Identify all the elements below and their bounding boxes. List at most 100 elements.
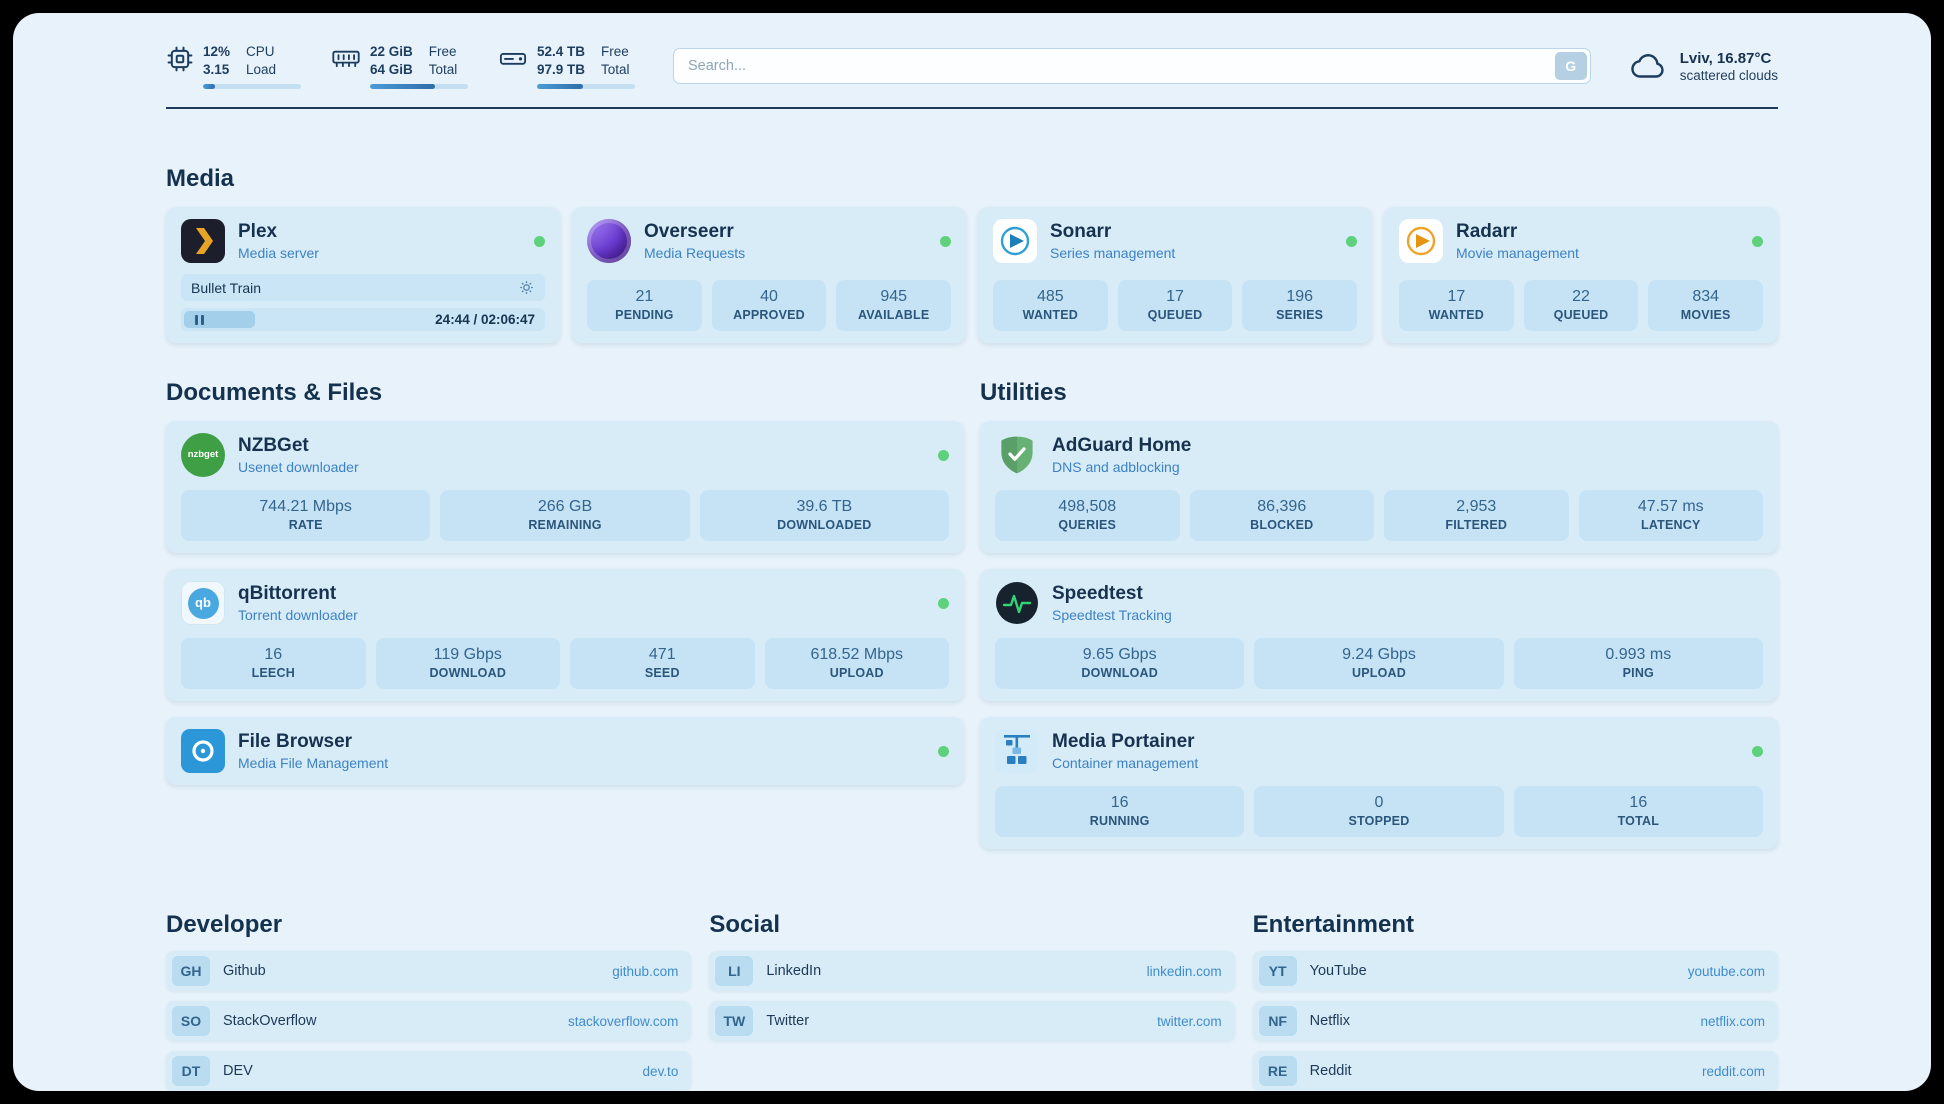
portainer-icon xyxy=(995,729,1039,774)
sonarr-card-header: Sonarr Series management xyxy=(993,219,1357,264)
youtube-abbr-icon: YT xyxy=(1258,956,1297,987)
adguard-icon xyxy=(995,433,1039,477)
status-dot xyxy=(940,235,951,247)
nzbget-card-header: nzbget NZBGet Usenet downloader xyxy=(181,433,949,478)
cpu-icon xyxy=(166,45,194,73)
stat-wanted: 17 WANTED xyxy=(1399,280,1514,332)
storage-progress-fill xyxy=(537,84,584,90)
link-youtube[interactable]: YT YouTube youtube.com xyxy=(1252,951,1778,992)
link-url: stackoverflow.com xyxy=(568,1013,679,1029)
section-social: Social LI LinkedIn linkedin.com TW Twitt… xyxy=(709,911,1235,1042)
entertainment-heading: Entertainment xyxy=(1252,911,1415,939)
section-developer: Developer GH Github github.com SO StackO… xyxy=(166,911,692,1091)
weather-text: Lviv, 16.87°C scattered clouds xyxy=(1680,50,1778,83)
sonarr-meta: Sonarr Series management xyxy=(1050,221,1175,261)
gear-icon[interactable] xyxy=(518,279,535,296)
developer-heading: Developer xyxy=(166,911,283,939)
stat-available: 945 AVAILABLE xyxy=(836,280,952,332)
plex-card[interactable]: Plex Media server Bullet Train 24:44 / 0 xyxy=(166,207,560,344)
weather-condition: scattered clouds xyxy=(1679,67,1778,83)
cpu-readout: 12% 3.15 CPU Load xyxy=(203,43,301,90)
qbittorrent-stats: 16 LEECH 119 Gbps DOWNLOAD 471 SEED 61 xyxy=(181,625,949,690)
link-dev[interactable]: DT DEV dev.to xyxy=(166,1051,692,1091)
sonarr-card[interactable]: Sonarr Series management 485 WANTED 17 Q… xyxy=(978,207,1372,344)
storage-progress-bar xyxy=(537,84,635,90)
app-name: qBittorrent xyxy=(238,583,337,605)
search-engine-button[interactable]: G xyxy=(1554,52,1587,81)
filebrowser-meta: File Browser Media File Management xyxy=(238,731,388,771)
stat-download: 119 Gbps DOWNLOAD xyxy=(375,638,560,690)
link-stackoverflow[interactable]: SO StackOverflow stackoverflow.com xyxy=(166,1001,692,1042)
media-heading: Media xyxy=(166,165,235,193)
playback-progress-fill xyxy=(184,311,255,329)
dev-abbr-icon: DT xyxy=(172,1056,210,1087)
sonarr-stats: 485 WANTED 17 QUEUED 196 SERIES xyxy=(993,267,1358,332)
link-twitter[interactable]: TW Twitter twitter.com xyxy=(709,1001,1235,1042)
status-dot xyxy=(534,235,545,247)
link-name: StackOverflow xyxy=(223,1013,317,1030)
qbittorrent-card[interactable]: qb qBittorrent Torrent downloader 16 LEE… xyxy=(166,569,964,702)
cpu-load-value: 3.15 xyxy=(203,61,230,77)
storage-free-value: 52.4 TB xyxy=(537,44,586,59)
portainer-stats: 16 RUNNING 0 STOPPED 16 TOTAL xyxy=(995,773,1763,838)
link-url: dev.to xyxy=(642,1063,679,1079)
speedtest-card[interactable]: Speedtest Speedtest Tracking 9.65 Gbps D… xyxy=(980,569,1778,702)
stat-queries: 498,508 QUERIES xyxy=(995,490,1180,542)
memory-total-value: 64 GiB xyxy=(370,61,413,77)
radarr-card-header: Radarr Movie management xyxy=(1399,219,1763,264)
portainer-card[interactable]: Media Portainer Container management 16 … xyxy=(980,717,1778,850)
speedtest-meta: Speedtest Speedtest Tracking xyxy=(1052,583,1172,623)
app-name: File Browser xyxy=(238,731,353,753)
link-linkedin[interactable]: LI LinkedIn linkedin.com xyxy=(709,951,1235,992)
system-metrics: 12% 3.15 CPU Load xyxy=(166,43,635,90)
app-name: NZBGet xyxy=(238,435,309,457)
status-dot xyxy=(1752,745,1763,757)
stat-rate: 744.21 Mbps RATE xyxy=(181,490,431,542)
link-name: Github xyxy=(223,963,266,980)
storage-widget: 52.4 TB 97.9 TB Free Total xyxy=(498,43,635,90)
link-reddit[interactable]: RE Reddit reddit.com xyxy=(1252,1051,1778,1091)
stat-stopped: 0 STOPPED xyxy=(1254,786,1504,838)
nzbget-card[interactable]: nzbget NZBGet Usenet downloader 744.21 M… xyxy=(166,421,964,554)
memory-free-label: Free xyxy=(428,44,457,59)
playback-progress-bar[interactable]: 24:44 / 02:06:47 xyxy=(181,308,545,332)
status-dot xyxy=(938,745,949,757)
portainer-card-header: Media Portainer Container management xyxy=(995,729,1763,774)
adguard-card-header: AdGuard Home DNS and adblocking xyxy=(995,433,1763,477)
qbittorrent-meta: qBittorrent Torrent downloader xyxy=(238,583,358,623)
memory-progress-bar xyxy=(370,84,468,90)
overseerr-icon xyxy=(587,219,631,264)
section-documents: Documents & Files nzbget NZBGet Usenet d… xyxy=(166,379,964,786)
nzbget-meta: NZBGet Usenet downloader xyxy=(238,435,359,475)
link-netflix[interactable]: NF Netflix netflix.com xyxy=(1252,1001,1778,1042)
app-name: Plex xyxy=(238,221,278,243)
utilities-heading: Utilities xyxy=(980,379,1067,407)
adguard-meta: AdGuard Home DNS and adblocking xyxy=(1052,435,1191,475)
adguard-card[interactable]: AdGuard Home DNS and adblocking 498,508 … xyxy=(980,421,1778,554)
pause-icon[interactable] xyxy=(193,314,205,325)
app-subtitle: DNS and adblocking xyxy=(1052,459,1180,476)
app-name: Speedtest xyxy=(1052,583,1143,605)
memory-widget: 22 GiB 64 GiB Free Total xyxy=(331,43,468,90)
link-url: linkedin.com xyxy=(1146,963,1222,979)
stat-downloaded: 39.6 TB DOWNLOADED xyxy=(699,490,949,542)
netflix-abbr-icon: NF xyxy=(1258,1006,1297,1037)
stat-approved: 40 APPROVED xyxy=(711,280,827,332)
speedtest-stats: 9.65 Gbps DOWNLOAD 9.24 Gbps UPLOAD 0.99… xyxy=(995,625,1763,690)
cpu-load-label: Load xyxy=(246,61,277,77)
radarr-icon xyxy=(1399,219,1443,264)
overseerr-card[interactable]: Overseerr Media Requests 21 PENDING 40 A… xyxy=(572,207,966,344)
search-input[interactable] xyxy=(673,48,1591,85)
filebrowser-card[interactable]: File Browser Media File Management xyxy=(166,717,964,786)
memory-total-label: Total xyxy=(428,61,458,77)
link-github[interactable]: GH Github github.com xyxy=(166,951,692,992)
nzbget-stats: 744.21 Mbps RATE 266 GB REMAINING 39.6 T… xyxy=(181,477,949,542)
filebrowser-icon xyxy=(181,729,225,774)
content: 12% 3.15 CPU Load xyxy=(166,13,1778,1091)
radarr-card[interactable]: Radarr Movie management 17 WANTED 22 QUE… xyxy=(1384,207,1778,344)
link-name: Netflix xyxy=(1309,1013,1350,1030)
cloud-icon xyxy=(1629,51,1669,81)
link-name: YouTube xyxy=(1309,963,1367,980)
portainer-meta: Media Portainer Container management xyxy=(1052,731,1198,771)
